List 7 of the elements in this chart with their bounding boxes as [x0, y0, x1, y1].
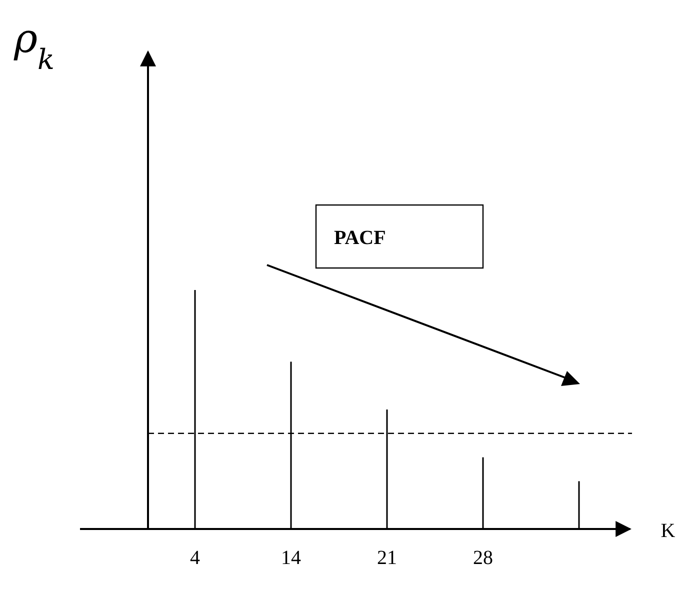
- x-tick-label: 14: [281, 547, 301, 569]
- text: ρ$_{k}$: [13, 16, 54, 76]
- x-axis-title: K: [660, 520, 676, 542]
- x-tick-label: 21: [377, 547, 397, 569]
- x-tick-label: 28: [473, 547, 493, 569]
- x-tick-label: 4: [190, 547, 200, 569]
- text: PACF: [334, 227, 386, 249]
